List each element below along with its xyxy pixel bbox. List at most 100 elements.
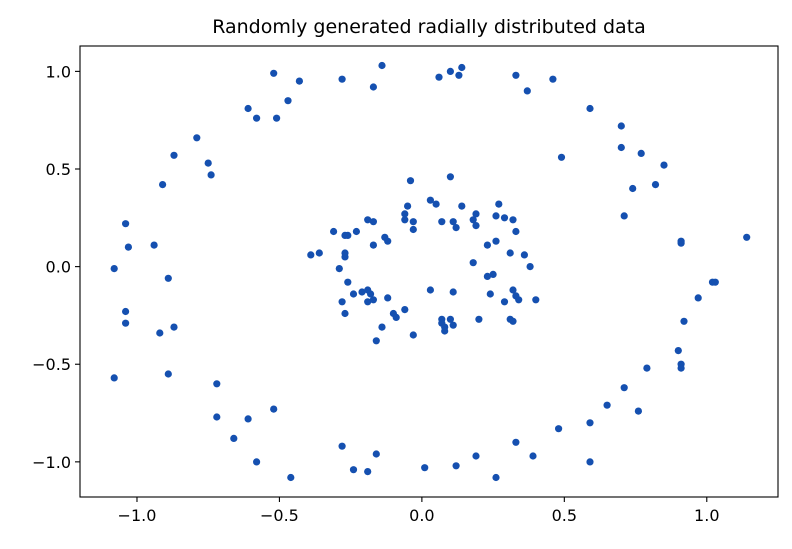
data-point: [455, 71, 463, 79]
data-point: [244, 104, 252, 113]
data-point: [694, 294, 702, 302]
data-point: [284, 97, 292, 105]
data-point: [364, 468, 372, 476]
data-point: [270, 69, 278, 77]
data-point: [164, 274, 172, 282]
data-point: [213, 413, 221, 421]
data-point: [349, 466, 358, 474]
data-point: [307, 251, 315, 259]
data-point: [122, 307, 130, 316]
data-point: [512, 71, 520, 79]
data-point: [438, 218, 446, 226]
data-point: [526, 263, 534, 271]
data-point: [409, 218, 417, 226]
data-point: [489, 270, 497, 278]
data-point: [372, 337, 380, 345]
data-point: [515, 296, 523, 304]
data-point: [637, 149, 645, 157]
data-point: [469, 216, 477, 224]
data-point: [372, 450, 380, 458]
data-point: [586, 104, 594, 113]
data-point: [344, 231, 352, 239]
y-tick-label: 0.5: [46, 160, 71, 179]
data-point: [512, 227, 520, 236]
data-point: [404, 202, 412, 210]
data-point: [452, 224, 460, 232]
data-point: [369, 296, 377, 304]
data-point: [335, 265, 343, 273]
x-tick-label: 0.0: [409, 506, 434, 525]
data-point: [213, 380, 221, 388]
y-tick-label: −1.0: [32, 453, 71, 472]
data-point: [452, 462, 460, 470]
data-point: [492, 237, 500, 245]
data-point: [384, 294, 392, 302]
data-point: [486, 290, 494, 298]
data-point: [520, 251, 529, 259]
data-point: [449, 218, 457, 226]
data-point: [273, 114, 281, 122]
data-point: [401, 210, 409, 218]
data-point: [110, 374, 118, 382]
data-point: [244, 415, 252, 423]
data-point: [677, 364, 685, 372]
data-point: [204, 159, 212, 167]
data-point: [446, 315, 454, 323]
y-axis: −1.0 −0.5 0.0 0.5 1.0: [32, 62, 80, 472]
data-point: [449, 288, 457, 296]
data-point: [469, 259, 477, 267]
data-point: [500, 298, 509, 306]
data-point: [358, 288, 366, 296]
data-point: [124, 243, 132, 251]
data-point: [449, 321, 457, 329]
data-point: [150, 241, 158, 249]
data-point: [586, 458, 594, 466]
data-point: [634, 407, 643, 415]
data-point: [426, 286, 434, 294]
x-tick-label: 1.0: [694, 506, 719, 525]
data-point: [643, 364, 651, 372]
data-point: [529, 452, 537, 460]
data-point: [170, 151, 178, 159]
data-point: [364, 298, 372, 306]
data-point: [330, 227, 338, 236]
data-point: [620, 384, 628, 392]
data-point: [409, 331, 417, 339]
data-point: [338, 442, 346, 450]
data-point: [435, 73, 443, 81]
data-point: [472, 222, 480, 230]
chart-title: Randomly generated radially distributed …: [212, 16, 646, 38]
data-point: [156, 329, 164, 337]
data-point: [472, 210, 480, 218]
data-point: [492, 212, 500, 220]
data-point: [458, 202, 466, 210]
data-point: [674, 347, 682, 355]
data-point: [401, 216, 409, 224]
data-point: [677, 237, 685, 245]
data-point: [617, 122, 625, 130]
data-point: [472, 452, 480, 460]
data-point: [532, 296, 540, 304]
data-point: [338, 298, 346, 306]
data-point: [122, 319, 130, 327]
plot-points: [110, 61, 751, 482]
data-point: [193, 134, 201, 142]
data-point: [369, 83, 377, 91]
data-point: [500, 214, 509, 222]
data-point: [603, 401, 611, 409]
data-point: [446, 173, 454, 181]
data-point: [341, 249, 349, 257]
x-tick-label: −0.5: [260, 506, 299, 525]
data-point: [620, 212, 628, 220]
data-point: [406, 177, 415, 185]
data-point: [557, 153, 566, 161]
data-point: [230, 434, 238, 442]
data-point: [159, 181, 167, 189]
data-point: [378, 61, 386, 70]
data-point: [122, 220, 130, 228]
data-point: [523, 87, 531, 95]
data-point: [492, 473, 500, 482]
data-point: [341, 309, 349, 318]
data-point: [680, 317, 688, 325]
